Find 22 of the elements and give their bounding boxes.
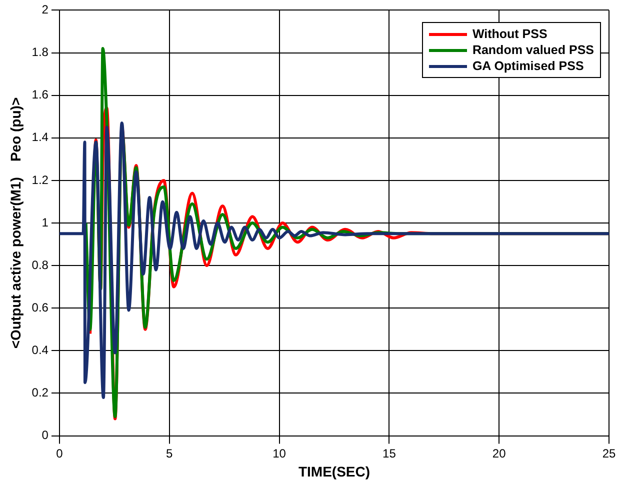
x-tick-label: 25 <box>602 446 616 460</box>
y-tick-label: 2 <box>42 2 49 17</box>
y-tick-label: 0.2 <box>32 386 49 400</box>
x-tick-label: 15 <box>382 446 396 460</box>
legend-label: Random valued PSS <box>472 43 594 57</box>
x-tick-label: 0 <box>56 446 64 460</box>
x-tick-label: 5 <box>166 446 174 460</box>
y-tick-label: 1.6 <box>32 88 49 102</box>
y-tick-label: 1 <box>42 215 49 230</box>
y-tick-label: 1.4 <box>32 130 49 144</box>
y-tick-label: 0.8 <box>32 258 49 272</box>
x-tick-label: 20 <box>492 446 506 460</box>
y-tick-label: 0.4 <box>32 342 49 357</box>
x-axis-title: TIME(SEC) <box>298 463 370 480</box>
x-tick-label: 10 <box>272 446 286 460</box>
y-tick-label: 1.2 <box>32 172 49 187</box>
y-tick-label: 1.8 <box>32 45 49 60</box>
y-tick-label: 0 <box>42 428 49 442</box>
y-axis-title: <Output active power(M1) Peo (pu)> <box>7 97 24 349</box>
legend-label: GA Optimised PSS <box>472 59 584 73</box>
y-tick-label: 0.6 <box>32 300 49 314</box>
legend-label: Without PSS <box>472 27 548 41</box>
